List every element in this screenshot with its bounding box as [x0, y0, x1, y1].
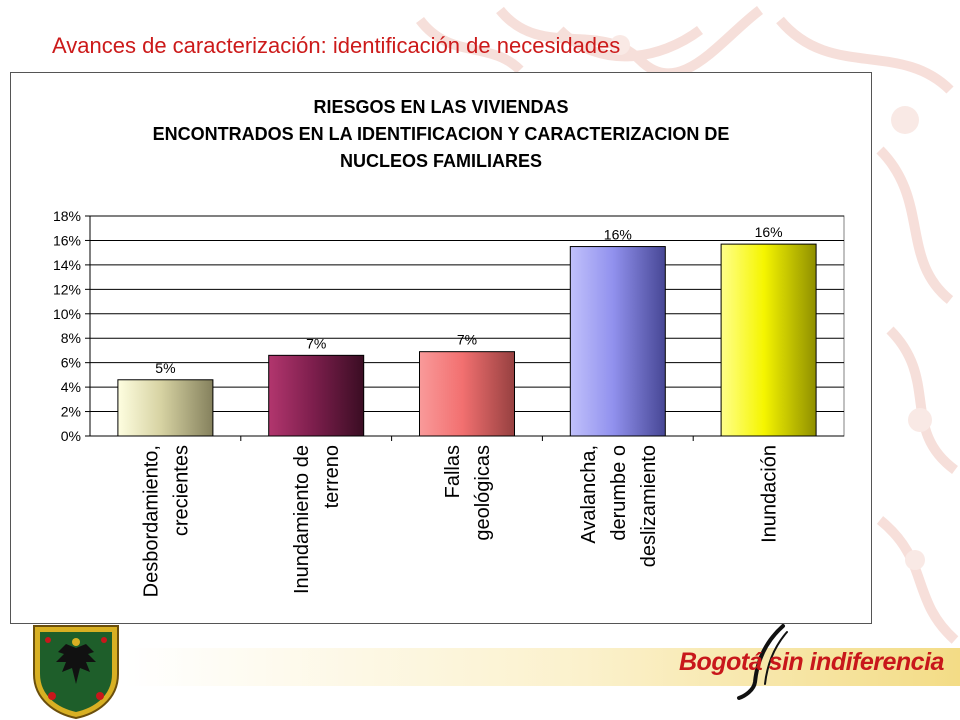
y-tick-label: 16%: [53, 232, 81, 248]
bar: [569, 246, 666, 437]
y-tick-label: 0%: [61, 428, 81, 444]
x-category-label-line: Desbordamiento,: [140, 445, 162, 597]
data-label: 7%: [306, 335, 326, 351]
data-label: 7%: [457, 332, 477, 348]
bar: [418, 351, 516, 437]
y-tick-label: 8%: [61, 330, 81, 346]
x-category-label-line: Inundamiento de: [291, 445, 313, 594]
x-category-label-line: terreno: [321, 445, 343, 508]
x-category-label: Inundamiento de terreno: [291, 445, 343, 594]
y-tick-label: 6%: [61, 355, 81, 371]
chart-title-line-1: RIESGOS EN LAS VIVIENDAS: [313, 97, 568, 117]
bogota-coat-of-arms-icon: [33, 625, 119, 720]
bar: [268, 354, 365, 437]
plot-area: 0% 2% 4% 6% 8% 10% 12% 14% 16% 18% 5% Desbordamient…: [53, 208, 845, 597]
bogota-logo-text: Bogotá sin indiferencia: [679, 648, 944, 676]
slide-title: Avances de caracterización: identificaci…: [52, 33, 621, 58]
data-label: 16%: [755, 224, 783, 240]
x-category-label-line: Fallas: [442, 445, 464, 498]
chart-title: RIESGOS EN LAS VIVIENDAS ENCONTRADOS EN …: [153, 97, 730, 171]
x-category-label: Fallas geológicas: [442, 445, 494, 541]
chart-title-line-2: ENCONTRADOS EN LA IDENTIFICACION Y CARAC…: [153, 124, 730, 144]
x-category-label-line: Avalancha,: [578, 445, 600, 544]
bar: [117, 379, 214, 437]
x-category-label-line: deslizamiento: [638, 445, 660, 567]
x-category-label-line: geológicas: [472, 445, 494, 541]
x-category-label-line: derumbe o: [608, 445, 630, 541]
y-tick-label: 10%: [53, 306, 81, 322]
bar-chart: RIESGOS EN LAS VIVIENDAS ENCONTRADOS EN …: [53, 97, 845, 597]
x-category-label: Avalancha, derumbe o deslizamiento: [578, 445, 660, 567]
y-tick-label: 14%: [53, 257, 81, 273]
data-label: 16%: [604, 227, 632, 243]
x-category-label-line: Inundación: [759, 445, 781, 543]
y-tick-label: 12%: [53, 281, 81, 297]
x-category-label: Desbordamiento, crecientes: [140, 445, 192, 597]
logo-swoosh-icon: [737, 624, 788, 700]
x-category-label-line: crecientes: [170, 445, 192, 536]
data-label: 5%: [155, 360, 175, 376]
y-tick-label: 2%: [61, 404, 81, 420]
chart-frame: RIESGOS EN LAS VIVIENDAS ENCONTRADOS EN …: [10, 72, 872, 624]
chart-title-line-3: NUCLEOS FAMILIARES: [340, 151, 542, 171]
y-tick-label: 4%: [61, 379, 81, 395]
footer-band: [125, 648, 960, 686]
y-tick-label: 18%: [53, 208, 81, 224]
bar: [720, 243, 817, 437]
x-category-label: Inundación: [759, 445, 781, 543]
